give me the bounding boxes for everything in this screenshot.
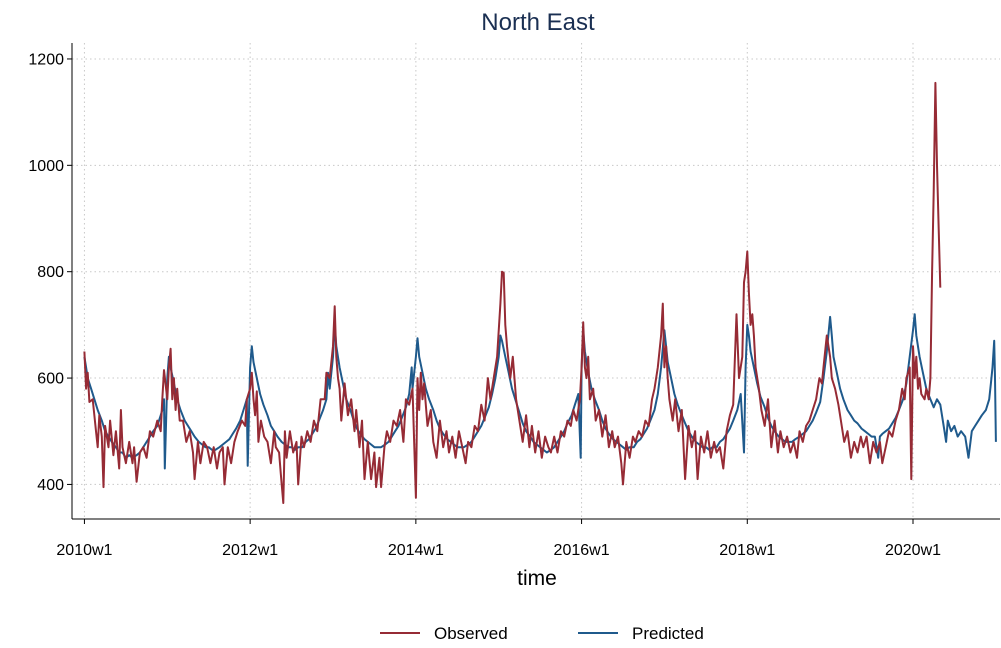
series-line-predicted [83, 313, 997, 470]
x-tick-label-4: 2018w1 [719, 542, 775, 559]
x-ticks: 2010w1 2012w1 2014w1 2016w1 2018w1 2020w1 [56, 519, 941, 559]
legend-label-observed: Observed [434, 624, 508, 643]
x-tick-label-2: 2014w1 [388, 542, 444, 559]
y-tick-label-0: 400 [37, 477, 64, 494]
y-tick-label-1: 600 [37, 371, 64, 388]
plot-series [83, 81, 997, 504]
series-line-observed [83, 81, 942, 504]
y-ticks: 400 600 800 1000 1200 [28, 51, 72, 494]
legend: Observed Predicted [380, 624, 704, 643]
x-tick-label-3: 2016w1 [554, 542, 610, 559]
x-axis-label: time [517, 567, 557, 590]
y-tick-label-3: 1000 [28, 158, 64, 175]
y-tick-label-4: 1200 [28, 51, 64, 68]
x-tick-label-1: 2012w1 [222, 542, 278, 559]
x-tick-label-5: 2020w1 [885, 542, 941, 559]
y-tick-label-2: 800 [37, 264, 64, 281]
legend-label-predicted: Predicted [632, 624, 704, 643]
x-tick-label-0: 2010w1 [56, 542, 112, 559]
chart-title: North East [481, 9, 595, 36]
